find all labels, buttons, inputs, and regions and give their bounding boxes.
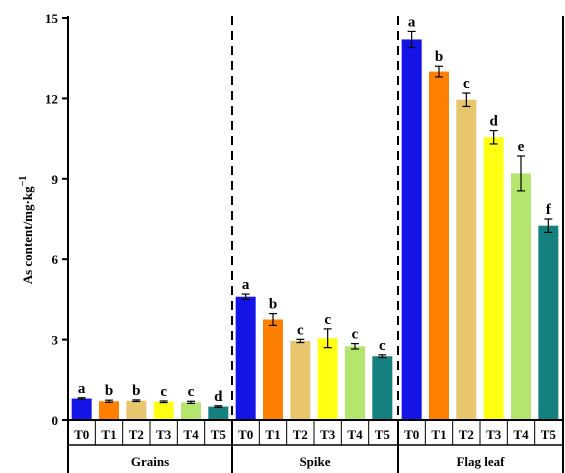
treatment-label: T2: [129, 427, 144, 442]
bar: [511, 173, 531, 420]
treatment-label: T2: [293, 427, 308, 442]
treatment-label: T0: [74, 427, 89, 442]
significance-letter: c: [297, 322, 304, 338]
bar: [538, 225, 559, 420]
y-axis-label: As content/mg·kg−1: [18, 176, 35, 285]
significance-letter: d: [489, 114, 498, 130]
bar: [429, 71, 449, 420]
treatment-label: T3: [486, 427, 502, 442]
significance-letter: a: [408, 14, 416, 30]
plot-area: 0 3 6 9 12 15 a T0 b T1 b T2 c T3 c T4 d T5 Grains a T0 b T1 c T…: [45, 11, 564, 473]
treatment-label: T1: [431, 427, 446, 442]
significance-letter: c: [463, 76, 470, 92]
y-tick-label: 15: [45, 11, 59, 26]
treatment-label: T4: [513, 427, 529, 442]
significance-letter: b: [269, 297, 277, 313]
bar: [153, 401, 174, 420]
group-label: Grains: [131, 454, 169, 469]
y-tick-label: 0: [52, 413, 59, 428]
bar: [99, 401, 119, 420]
treatment-label: T5: [541, 427, 557, 442]
bar: [456, 99, 477, 421]
treatment-label: T3: [320, 427, 336, 442]
significance-letter: a: [242, 277, 250, 293]
bar: [126, 400, 147, 420]
bar: [181, 402, 201, 420]
bar: [208, 406, 229, 420]
significance-letter: e: [518, 139, 525, 155]
bar: [71, 398, 92, 420]
bar: [372, 356, 393, 420]
treatment-label: T4: [183, 427, 199, 442]
y-axis-label-main: As content/mg·kg: [20, 186, 35, 284]
bar: [290, 340, 311, 420]
treatment-label: T4: [347, 427, 363, 442]
significance-letter: c: [379, 338, 386, 354]
treatment-label: T1: [101, 427, 116, 442]
significance-letter: c: [160, 384, 167, 400]
y-tick-label: 12: [45, 91, 58, 106]
significance-letter: c: [324, 312, 331, 328]
y-tick-label: 9: [52, 172, 59, 187]
group-label: Flag leaf: [456, 454, 505, 469]
bar: [317, 338, 338, 420]
significance-letter: a: [78, 381, 86, 397]
significance-letter: c: [188, 384, 195, 400]
significance-letter: b: [435, 49, 443, 65]
treatment-label: T5: [375, 427, 391, 442]
y-axis-label-exponent: −1: [18, 176, 29, 187]
treatment-label: T3: [156, 427, 172, 442]
significance-letter: c: [352, 327, 359, 343]
y-tick-label: 3: [52, 333, 59, 348]
treatment-label: T2: [459, 427, 474, 442]
significance-letter: f: [546, 202, 552, 218]
bar: [263, 319, 283, 420]
treatment-label: T1: [265, 427, 280, 442]
significance-letter: b: [132, 383, 140, 399]
bar: [345, 346, 365, 420]
significance-letter: d: [214, 389, 223, 405]
significance-letter: b: [105, 383, 113, 399]
y-tick-label: 6: [52, 252, 59, 267]
bar: [483, 137, 504, 420]
bar: [401, 39, 422, 420]
group-label: Spike: [299, 454, 330, 469]
bar: [235, 296, 256, 420]
treatment-label: T0: [404, 427, 419, 442]
treatment-label: T5: [211, 427, 227, 442]
treatment-label: T0: [238, 427, 253, 442]
